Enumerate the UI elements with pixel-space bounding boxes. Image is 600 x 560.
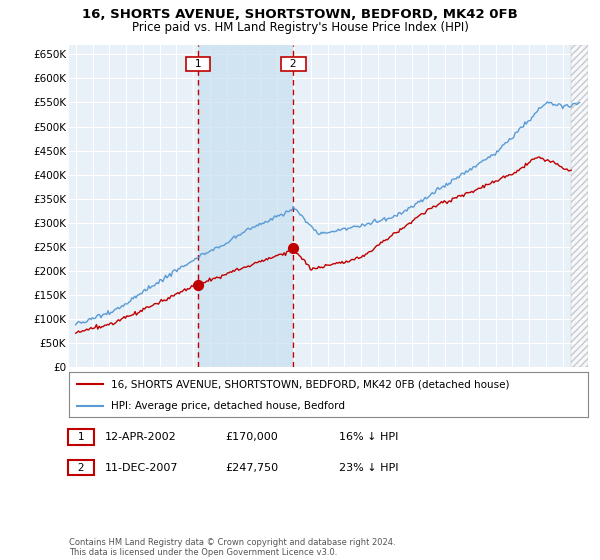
Text: 23% ↓ HPI: 23% ↓ HPI xyxy=(339,463,398,473)
Text: Contains HM Land Registry data © Crown copyright and database right 2024.
This d: Contains HM Land Registry data © Crown c… xyxy=(69,538,395,557)
Text: 12-APR-2002: 12-APR-2002 xyxy=(105,432,177,442)
Point xyxy=(193,281,203,290)
Text: 11-DEC-2007: 11-DEC-2007 xyxy=(105,463,179,473)
Text: 16, SHORTS AVENUE, SHORTSTOWN, BEDFORD, MK42 0FB (detached house): 16, SHORTS AVENUE, SHORTSTOWN, BEDFORD, … xyxy=(110,380,509,390)
Bar xyxy=(571,45,588,367)
Text: 1: 1 xyxy=(188,59,208,69)
Text: 2: 2 xyxy=(71,463,91,473)
Text: 16, SHORTS AVENUE, SHORTSTOWN, BEDFORD, MK42 0FB: 16, SHORTS AVENUE, SHORTSTOWN, BEDFORD, … xyxy=(82,8,518,21)
Text: £170,000: £170,000 xyxy=(225,432,278,442)
Text: 16% ↓ HPI: 16% ↓ HPI xyxy=(339,432,398,442)
Bar xyxy=(198,45,293,367)
Text: 2: 2 xyxy=(283,59,304,69)
Text: Price paid vs. HM Land Registry's House Price Index (HPI): Price paid vs. HM Land Registry's House … xyxy=(131,21,469,34)
Text: £247,750: £247,750 xyxy=(225,463,278,473)
Text: HPI: Average price, detached house, Bedford: HPI: Average price, detached house, Bedf… xyxy=(110,401,344,411)
Text: 1: 1 xyxy=(71,432,91,442)
Point xyxy=(289,243,298,252)
